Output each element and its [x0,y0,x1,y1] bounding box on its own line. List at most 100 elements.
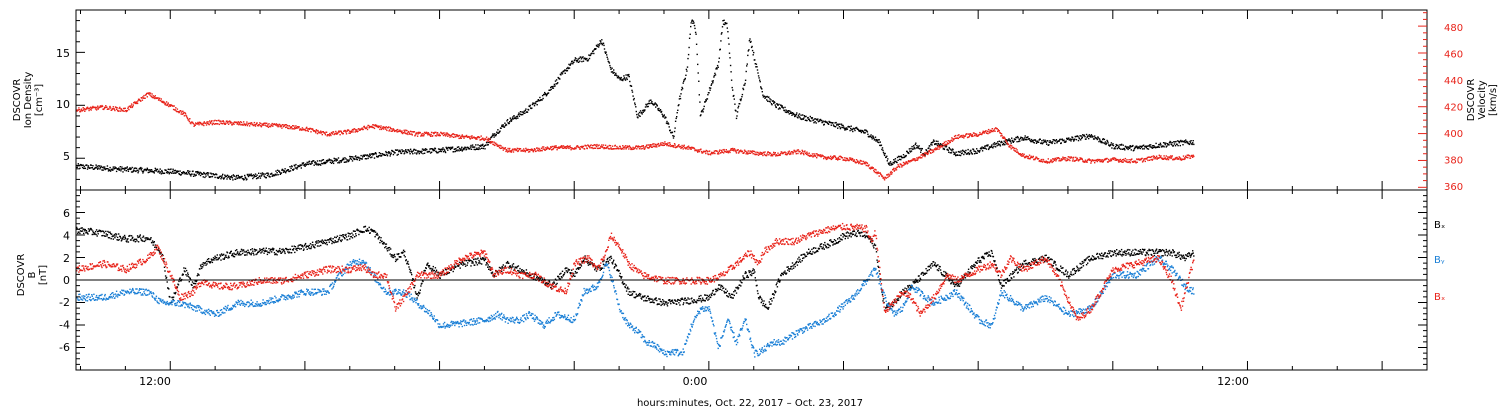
data-point [608,61,610,63]
data-point [770,103,773,105]
data-point [947,149,949,151]
data-point [137,241,140,243]
data-point [267,172,269,174]
data-point [1045,141,1047,144]
data-point [372,124,374,126]
data-point [492,143,495,146]
data-point [237,177,239,179]
data-point [485,144,487,146]
data-point [774,152,776,154]
data-point [1082,160,1084,162]
data-point [770,99,772,101]
data-point [243,121,245,123]
data-point [399,129,401,131]
data-point [79,167,81,169]
data-point [394,256,396,258]
data-point [297,247,300,249]
data-point [1127,161,1130,163]
data-point [420,135,422,137]
data-point [878,139,880,141]
data-point [785,111,788,114]
data-point [1108,158,1110,161]
data-point [98,165,100,167]
data-point [1071,160,1074,162]
data-point [508,122,510,125]
data-point [1152,146,1155,149]
data-point [650,102,653,104]
data-point [493,141,495,143]
data-point [394,260,397,263]
data-point [90,228,92,230]
data-point [552,87,555,89]
data-point [819,155,821,157]
data-point [305,164,307,166]
data-point [1047,161,1049,163]
data-point [1035,156,1038,158]
data-point [748,40,751,42]
data-point [143,240,146,243]
data-point [440,150,442,153]
data-point [732,149,734,151]
data-point [597,147,600,150]
data-point [875,171,878,174]
data-point [471,144,474,146]
data-point [981,133,983,135]
data-point [212,122,215,125]
data-point [895,169,898,171]
data-point [1192,156,1194,158]
data-point [662,116,664,118]
data-point [214,255,216,257]
data-point [792,151,795,153]
data-point [326,161,328,163]
data-point [322,159,325,161]
data-point [643,146,645,148]
data-point [1158,146,1160,148]
data-point [146,169,148,171]
data-point [1080,135,1082,137]
data-point [1042,139,1045,141]
data-point [1090,136,1092,138]
data-point [984,147,986,149]
data-point [417,294,419,297]
data-point [509,151,511,153]
data-point [498,147,501,149]
data-point [605,147,607,150]
data-point [663,114,665,116]
data-point [578,57,580,60]
data-point [151,93,153,95]
data-point [91,107,93,110]
data-point [1105,142,1108,144]
data-point [162,100,164,103]
data-point [1125,145,1127,148]
data-point [755,66,757,68]
data-point [105,230,107,233]
data-point [609,148,611,150]
data-point [606,54,608,56]
data-point [189,122,191,124]
data-point [392,256,395,259]
data-point [330,134,332,137]
data-point [1120,160,1123,162]
data-point [1103,159,1105,162]
data-point [866,162,868,164]
data-point [662,144,664,147]
data-point [1165,155,1167,157]
data-point [722,20,724,22]
data-point [616,75,618,77]
data-point [121,238,124,240]
data-point [768,154,770,156]
data-point [1109,160,1111,162]
data-point [1153,155,1156,158]
data-point [286,126,288,128]
data-point [407,263,410,265]
data-point [983,132,985,134]
data-point [1078,159,1081,161]
data-point [287,248,290,251]
data-point [207,121,209,123]
data-point [457,135,460,137]
data-point [77,165,79,167]
data-point [465,134,468,137]
data-point [206,121,208,123]
series-ion-density [76,19,1195,181]
data-point [346,159,349,161]
